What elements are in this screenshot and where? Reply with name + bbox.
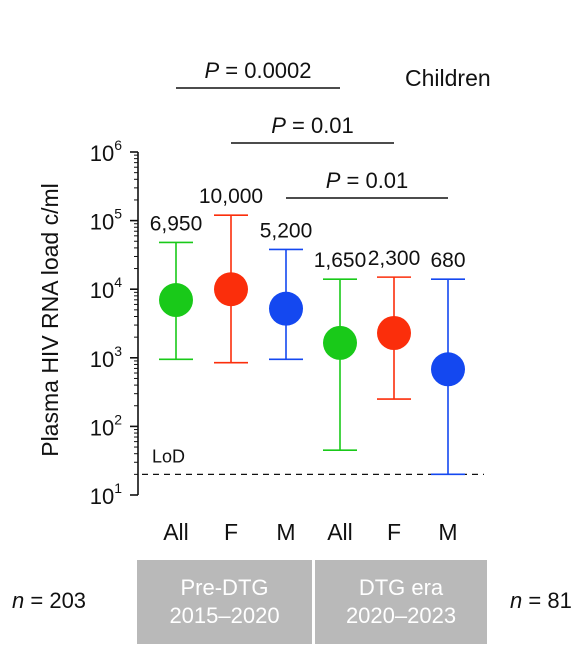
group-box-dtg-era: DTG era 2020–2023 [315,560,487,644]
value-label: 5,200 [260,219,313,242]
data-point-4: 2,300 [368,247,421,400]
median-marker [431,352,465,387]
p-value-label: P = 0.0002 [204,58,311,83]
n-dtg-era-value: 81 [547,588,572,613]
group-dtg-era-years: 2020–2023 [345,603,457,628]
value-label: 10,000 [199,185,263,208]
n-dtg-era-equals: = [522,588,548,613]
y-tick-label: 101 [90,480,122,509]
x-tick-label: M [438,519,457,545]
lod-label: LoD [152,446,185,466]
comparison-0: P = 0.0002 [176,58,340,89]
x-tick-label: F [387,519,401,545]
value-label: 680 [430,249,465,272]
median-marker [159,283,193,318]
lod-line-group: LoD [142,446,484,475]
x-tick-label: M [276,519,295,545]
data-point-2: 5,200 [260,219,313,361]
value-label: 6,950 [150,212,203,235]
x-tick-label: All [327,519,353,545]
y-axis: 101 102 103 104 105 106 [90,137,139,509]
n-pre-dtg-value: 203 [49,588,87,613]
median-marker [269,291,303,326]
p-value-brackets: P = 0.0002 P = 0.01 P = 0.01 [176,58,448,199]
median-marker [377,315,411,350]
y-tick-label: 106 [90,137,122,166]
data-point-0: 6,950 [150,212,203,361]
x-tick-label: F [224,519,238,545]
group-pre-dtg-years: 2015–2020 [169,603,280,628]
y-axis-label: Plasma HIV RNA load c/ml [37,183,63,457]
p-value-label: P = 0.01 [326,168,409,193]
p-value-label: P = 0.01 [271,113,354,138]
y-tick-label: 102 [90,411,122,440]
y-tick-label: 105 [90,206,122,235]
median-marker [323,325,357,360]
data-point-3: 1,650 [314,249,367,451]
x-tick-labels: All F M All F M [163,519,457,545]
value-label: 2,300 [368,247,421,270]
value-label: 1,650 [314,249,367,272]
n-pre-dtg-equals: = [24,588,50,613]
y-tick-label: 104 [90,274,122,303]
y-tick-label: 103 [90,343,122,372]
n-dtg-era-symbol: n [510,588,523,613]
group-pre-dtg-name: Pre-DTG [180,575,269,600]
comparison-2: P = 0.01 [286,168,448,199]
data-point-5: 680 [430,249,466,476]
median-marker [214,272,248,307]
n-pre-dtg: n = 203 [12,588,86,614]
data-point-1: 10,000 [199,185,263,364]
comparison-1: P = 0.01 [231,113,394,144]
chart-title: Children [405,65,491,91]
n-dtg-era: n = 81 [510,588,572,614]
n-pre-dtg-symbol: n [12,588,25,613]
x-tick-label: All [163,519,189,545]
group-box-pre-dtg: Pre-DTG 2015–2020 [137,560,312,644]
group-dtg-era-name: DTG era [358,575,444,600]
